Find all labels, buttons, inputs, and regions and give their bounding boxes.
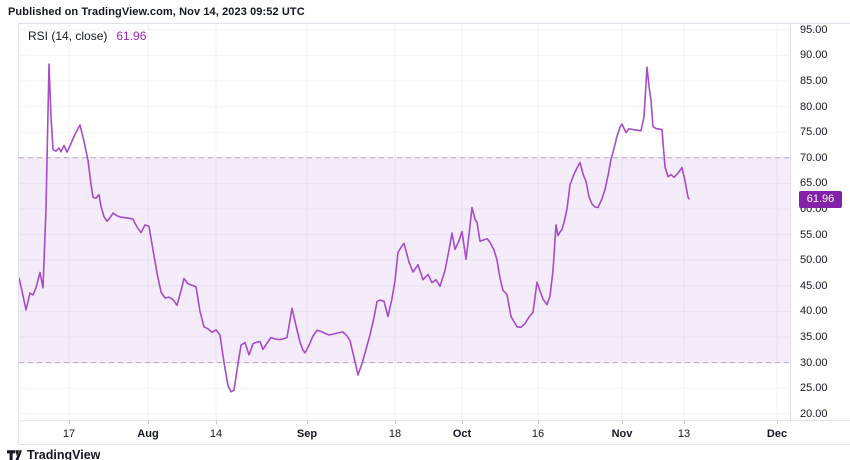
time-tick-label: Dec <box>766 428 788 440</box>
price-tick-label: 85.00 <box>800 75 828 87</box>
price-tick-label: 20.00 <box>800 407 828 420</box>
published-caption: Published on TradingView.com, Nov 14, 20… <box>8 6 305 18</box>
price-tick-label: 90.00 <box>800 49 828 62</box>
time-tick-mark <box>216 420 217 424</box>
time-tick-label: 18 <box>388 428 402 440</box>
time-tick-label: Oct <box>452 428 472 440</box>
time-tick-mark <box>395 420 396 424</box>
time-axis-separator <box>18 420 850 421</box>
time-tick-label: Aug <box>137 428 159 440</box>
rsi-chart-canvas[interactable] <box>19 24 790 420</box>
price-tick-label: 30.00 <box>800 356 828 369</box>
time-tick-mark <box>684 420 685 424</box>
time-tick-label: 17 <box>62 428 76 440</box>
price-tick-label: 25.00 <box>800 382 828 395</box>
indicator-legend-value: 61.96 <box>116 29 147 43</box>
time-tick-label: 14 <box>209 428 223 440</box>
price-tick-label: 65.00 <box>800 177 828 190</box>
price-tick-label: 50.00 <box>800 254 828 267</box>
rsi-line <box>19 63 690 393</box>
time-tick-mark <box>307 420 308 424</box>
chart-frame-top-border <box>18 23 850 24</box>
chart-frame-bottom-border <box>18 444 850 445</box>
time-tick-mark <box>777 420 778 424</box>
price-tick-label: 55.00 <box>800 228 828 241</box>
time-tick-label: 16 <box>531 428 545 440</box>
tradingview-logo-text: TradingView <box>27 448 101 460</box>
price-tick-label: 75.00 <box>800 126 828 139</box>
indicator-legend: RSI (14, close) 61.96 <box>28 29 146 43</box>
price-tick-label: 95.00 <box>800 23 828 36</box>
tradingview-logo[interactable]: TradingView <box>7 448 100 460</box>
price-tick-label: 45.00 <box>800 279 828 292</box>
price-tick-label: 70.00 <box>800 151 828 164</box>
price-tick-label: 40.00 <box>800 305 828 318</box>
tradingview-logo-icon <box>7 450 22 460</box>
last-value-badge: 61.96 <box>799 190 842 208</box>
time-tick-label: 13 <box>677 428 691 440</box>
time-tick-mark <box>148 420 149 424</box>
time-tick-label: Nov <box>611 428 633 440</box>
time-tick-mark <box>69 420 70 424</box>
time-tick-mark <box>538 420 539 424</box>
price-tick-label: 35.00 <box>800 331 828 343</box>
indicator-legend-title: RSI (14, close) <box>28 29 108 43</box>
price-tick-label: 80.00 <box>800 100 828 113</box>
time-tick-label: Sep <box>296 428 318 440</box>
time-tick-mark <box>462 420 463 424</box>
time-tick-mark <box>622 420 623 424</box>
price-axis-separator <box>790 23 791 421</box>
rsi-band <box>19 157 790 363</box>
chart-frame-left-border <box>18 23 19 444</box>
